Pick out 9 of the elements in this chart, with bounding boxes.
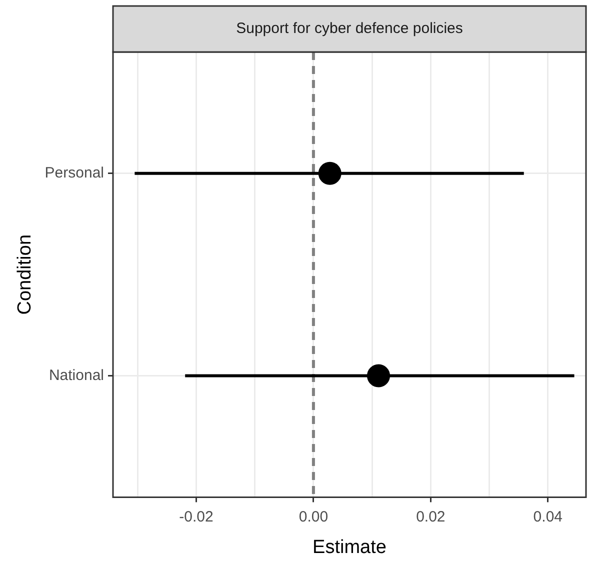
x-tick-label: 0.04: [533, 508, 563, 526]
x-tick-label: 0.02: [416, 508, 446, 526]
y-tick-label: Personal: [44, 164, 104, 182]
y-tick-label: National: [48, 366, 104, 384]
y-axis-title: Condition: [14, 234, 36, 315]
chart-title: Support for cyber defence policies: [236, 20, 463, 38]
x-tick-label: -0.02: [179, 508, 214, 526]
x-axis-title: Estimate: [312, 536, 386, 558]
x-tick-label: 0.00: [298, 508, 328, 526]
